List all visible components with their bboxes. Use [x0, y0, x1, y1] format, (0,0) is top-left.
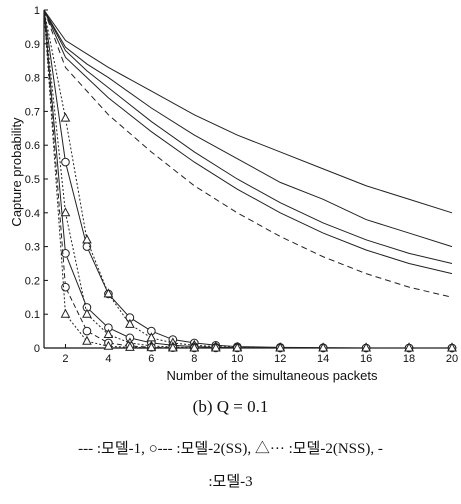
- data-point-triangle: [275, 342, 286, 352]
- y-tick-label: 0.8: [25, 73, 40, 85]
- data-point-triangle: [189, 342, 200, 352]
- data-point-triangle: [447, 342, 457, 352]
- data-point-triangle: [168, 342, 178, 352]
- x-tick-label: 8: [191, 353, 197, 365]
- data-point-triangle: [125, 341, 135, 351]
- data-point-triangle: [60, 112, 71, 122]
- legend-text-line1: --- :모델-1, ○--- :모델-2(SS), △··· :모델-2(NS…: [78, 441, 383, 457]
- data-point-circle: [82, 326, 92, 336]
- x-axis-label: Number of the simultaneous packets: [167, 368, 378, 383]
- data-point-triangle: [103, 340, 114, 350]
- y-tick-label: 0.7: [25, 106, 40, 118]
- series-line: [43, 9, 453, 275]
- y-tick-label: 0.9: [25, 39, 40, 51]
- data-point-triangle: [82, 335, 92, 345]
- y-axis-label: Capture probability: [9, 117, 24, 227]
- data-point-circle: [61, 282, 70, 292]
- x-tick-label: 16: [360, 353, 372, 365]
- y-tick-label: 0.3: [25, 242, 40, 254]
- series-line: [43, 9, 453, 248]
- series-line: [43, 9, 453, 214]
- data-point-triangle: [404, 342, 414, 352]
- axes: 00.10.20.30.40.50.60.70.80.912 4 6 8 10 12 14 1…: [25, 5, 458, 365]
- x-tick-label: 4: [105, 353, 111, 365]
- y-tick-label: 1: [34, 5, 40, 17]
- data-point-triangle: [125, 318, 135, 328]
- figure-caption: (b) Q = 0.1: [192, 397, 269, 416]
- x-tick-label: 6: [148, 353, 154, 365]
- data-point-triangle: [210, 342, 221, 352]
- y-tick-label: 0: [34, 343, 40, 355]
- series-line: [43, 9, 452, 349]
- data-point-triangle: [103, 288, 114, 298]
- data-point-triangle: [232, 342, 243, 352]
- data-point-circle: [61, 157, 70, 167]
- series-line: [43, 9, 453, 264]
- legend-text-line2: :모델-3: [208, 474, 253, 490]
- x-tick-label: 14: [317, 353, 329, 365]
- x-tick-label: 20: [446, 353, 458, 365]
- data-point-triangle: [146, 342, 157, 352]
- y-tick-label: 0.5: [25, 174, 40, 186]
- x-tick-label: 2: [62, 353, 68, 365]
- x-tick-label: 12: [274, 353, 286, 365]
- series-line: [43, 9, 453, 298]
- y-tick-label: 0.6: [25, 140, 40, 152]
- capture-probability-chart: 00.10.20.30.40.50.60.70.80.912 4 6 8 10 12 14 1…: [9, 5, 458, 383]
- data-point-triangle: [361, 342, 371, 352]
- data-point-triangle: [318, 342, 328, 352]
- x-tick-label: 18: [403, 353, 415, 365]
- data-point-triangle: [82, 308, 92, 318]
- data-point-triangle: [60, 308, 71, 318]
- y-tick-label: 0.4: [25, 208, 40, 220]
- data-point-triangle: [82, 234, 92, 244]
- data-point-triangle: [146, 332, 157, 342]
- data-point-triangle: [103, 328, 114, 338]
- y-tick-label: 0.2: [25, 275, 40, 287]
- series-group: [43, 9, 457, 353]
- y-tick-label: 0.1: [25, 309, 40, 321]
- x-tick-label: 10: [231, 353, 243, 365]
- data-point-triangle: [60, 207, 71, 217]
- series-line: [43, 9, 452, 349]
